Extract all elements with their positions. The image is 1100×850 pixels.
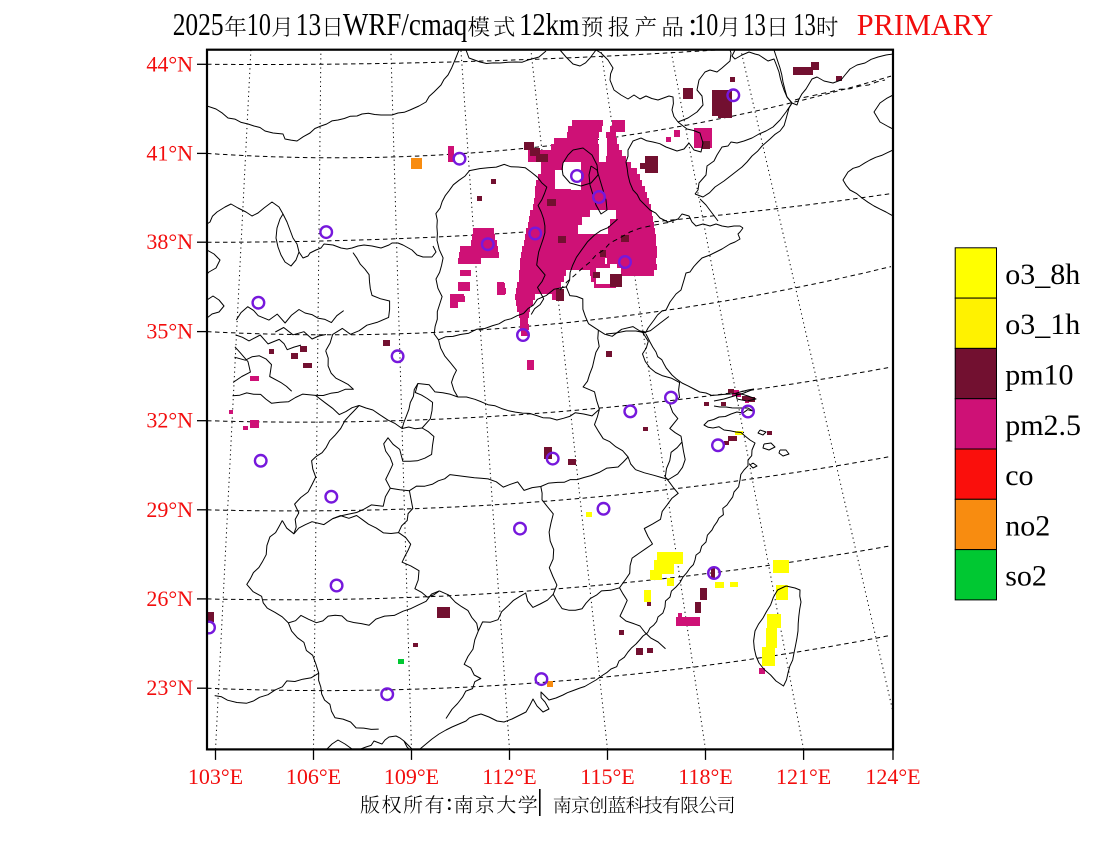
svg-text:so2: so2 [1005,560,1047,593]
svg-text:o3_8h: o3_8h [1005,258,1080,291]
svg-text:115°E: 115°E [580,764,634,789]
svg-text:12km: 12km [519,6,579,42]
svg-text:106°E: 106°E [286,764,341,789]
svg-text:41°N: 41°N [146,140,193,165]
svg-text:10: 10 [247,6,271,42]
svg-text:26°N: 26°N [146,586,193,611]
svg-text:103°E: 103°E [188,764,243,789]
svg-text:10: 10 [695,6,719,42]
svg-text:35°N: 35°N [146,319,193,344]
svg-text:no2: no2 [1005,510,1050,543]
svg-text:118°E: 118°E [678,764,732,789]
svg-text:109°E: 109°E [384,764,439,789]
svg-text:2025: 2025 [173,6,224,42]
svg-text:o3_1h: o3_1h [1005,308,1080,341]
svg-text:WRF/cmaq: WRF/cmaq [343,6,467,42]
svg-text:PRIMARY: PRIMARY [857,7,993,42]
svg-text:121°E: 121°E [776,764,831,789]
svg-text:13: 13 [296,6,321,42]
svg-text:44°N: 44°N [146,51,193,76]
svg-text:112°E: 112°E [482,764,536,789]
svg-text:124°E: 124°E [865,764,920,789]
svg-text:13: 13 [793,6,816,42]
svg-text:32°N: 32°N [146,408,193,433]
svg-text:13: 13 [743,6,766,42]
svg-text:pm2.5: pm2.5 [1005,409,1081,442]
svg-text:co: co [1005,459,1033,492]
svg-text:29°N: 29°N [146,497,193,522]
svg-text::: : [446,790,453,816]
svg-text::: : [688,6,697,42]
svg-text:pm10: pm10 [1005,359,1073,392]
svg-text:38°N: 38°N [146,229,193,254]
svg-text:23°N: 23°N [146,675,193,700]
